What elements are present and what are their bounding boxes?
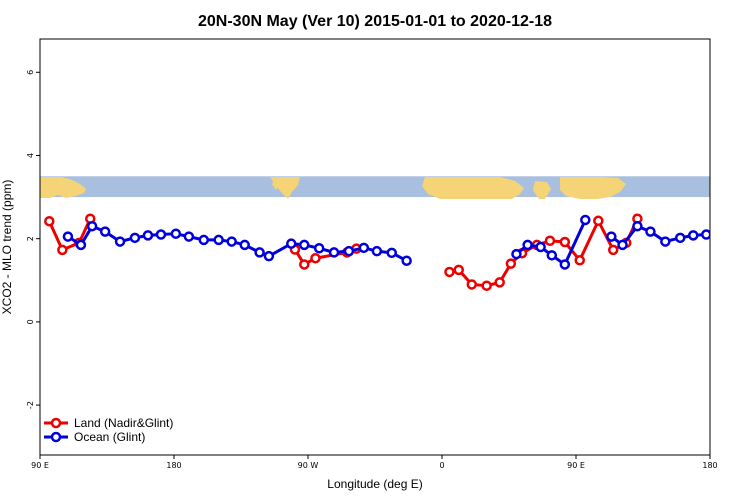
series-0-point-2-5 <box>505 258 517 269</box>
y-tick-label-0: -2 <box>26 401 35 409</box>
series-1-point-0-13 <box>239 239 250 251</box>
series-1-point-1-4 <box>559 259 571 270</box>
series-1-point-0-17 <box>299 239 310 251</box>
series-1-point-0-24 <box>401 255 412 266</box>
map-land-asia-east <box>560 177 626 199</box>
series-0-point-1-1 <box>299 259 310 270</box>
series-1-point-2-1 <box>617 239 628 251</box>
map-land-africa-arabia <box>422 177 524 199</box>
series-0-point-2-8 <box>544 235 556 247</box>
series-1-point-0-1 <box>75 239 87 251</box>
series-0-point-2-2 <box>466 279 478 290</box>
series-1-point-2-0 <box>606 231 617 242</box>
series-1-point-0-2 <box>86 220 98 232</box>
series-1-point-0-14 <box>254 247 265 258</box>
x-tick-label-1: 180 <box>166 461 181 470</box>
series-1-point-2-4 <box>660 236 671 247</box>
series-1-point-2-7 <box>701 229 710 240</box>
map-land-north-america <box>270 177 300 199</box>
x-axis-label: Longitude (deg E) <box>327 477 422 491</box>
series-1-point-2-3 <box>645 226 656 237</box>
x-tick-label-0: 90 E <box>31 461 49 470</box>
series-layer <box>44 213 710 291</box>
x-axis: 90 E 180 90 W 0 90 E 180 <box>31 455 718 470</box>
series-1-point-0-0 <box>62 231 74 242</box>
series-0-point-0-0 <box>44 215 55 227</box>
series-1-point-0-15 <box>263 250 275 262</box>
series-1-point-0-10 <box>198 234 210 246</box>
series-1-point-0-16 <box>286 238 297 249</box>
series-1-point-1-5 <box>580 214 591 226</box>
series-0-point-2-0 <box>444 266 455 278</box>
y-tick-label-4: 6 <box>26 70 35 75</box>
chart-title: 20N-30N May (Ver 10) 2015-01-01 to 2020-… <box>198 13 552 30</box>
series-1-point-1-3 <box>546 250 558 261</box>
y-tick-label-3: 4 <box>26 153 35 158</box>
x-tick-label-2: 90 W <box>298 461 319 470</box>
plot-frame <box>39 38 711 456</box>
series-0-point-0-1 <box>57 244 68 256</box>
series-1-point-0-23 <box>386 247 397 259</box>
series-1-point-0-8 <box>170 228 182 239</box>
series-1-point-0-20 <box>343 245 355 257</box>
series-1-point-0-5 <box>129 232 141 244</box>
y-tick-label-2: 2 <box>26 236 35 241</box>
series-1-point-0-9 <box>183 231 195 242</box>
series-1-point-1-2 <box>535 241 546 253</box>
series-1-point-0-6 <box>142 230 154 241</box>
x-tick-label-4: 90 E <box>567 461 585 470</box>
series-0-point-2-4 <box>494 277 505 288</box>
series-1-point-0-3 <box>99 226 111 237</box>
x-tick-label-3: 0 <box>439 461 444 470</box>
y-axis-label: XCO2 - MLO trend (ppm) <box>0 180 14 315</box>
series-0-point-2-12 <box>607 244 619 256</box>
series-1-point-2-2 <box>632 220 643 232</box>
series-1-point-0-21 <box>358 242 370 254</box>
series-1-point-0-22 <box>371 245 383 257</box>
series-0-point-2-11 <box>593 215 604 227</box>
series-1-point-0-12 <box>226 236 237 247</box>
legend-label-ocean: Ocean (Glint) <box>74 430 145 444</box>
series-1-point-0-19 <box>328 247 340 258</box>
series-1-point-2-6 <box>688 230 699 241</box>
legend-marker-ocean <box>50 431 62 443</box>
legend-marker-land <box>50 417 62 429</box>
world-map-band <box>40 176 710 199</box>
map-land-asia-west <box>40 177 86 198</box>
series-0-point-2-1 <box>453 264 464 276</box>
series-1 <box>62 214 710 270</box>
map-land-india <box>533 181 551 199</box>
y-tick-label-1: 0 <box>26 319 35 324</box>
legend-label-land: Land (Nadir&Glint) <box>74 416 173 430</box>
series-1-point-1-0 <box>511 248 522 260</box>
series-1-point-0-7 <box>155 229 167 240</box>
series-0-point-2-10 <box>574 255 585 266</box>
series-1-point-0-18 <box>313 242 325 254</box>
legend: Land (Nadir&Glint) Ocean (Glint) <box>44 416 173 444</box>
series-0-line-0 <box>47 218 92 252</box>
series-1-point-0-4 <box>114 236 126 247</box>
x-tick-label-5: 180 <box>702 461 717 470</box>
series-1-point-1-1 <box>522 239 533 251</box>
series-1-point-2-5 <box>674 232 686 244</box>
series-0-point-1-2 <box>310 252 321 264</box>
series-1-point-0-11 <box>213 234 224 246</box>
series-0-point-2-9 <box>559 236 571 248</box>
y-axis: -2 0 2 4 6 <box>26 70 40 409</box>
map-land-baja <box>272 180 278 190</box>
series-0-point-2-3 <box>481 280 492 291</box>
